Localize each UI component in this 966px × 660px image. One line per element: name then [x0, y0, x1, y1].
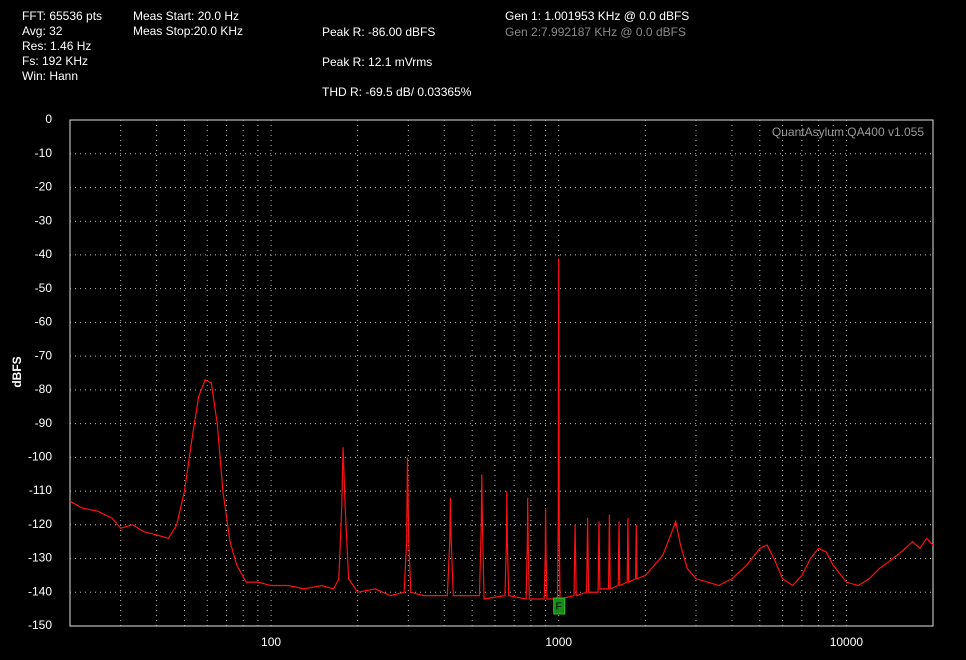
- y-tick-label: -80: [35, 382, 53, 396]
- generator-text: Gen 2:7.992187 KHz @ 0.0 dBFS: [505, 25, 686, 39]
- info-text: Meas Stop:20.0 KHz: [133, 24, 243, 38]
- info-text: FFT: 65536 pts: [22, 9, 102, 23]
- info-text: THD R: -69.5 dB/ 0.03365%: [322, 85, 472, 99]
- info-text: Res: 1.46 Hz: [22, 39, 91, 53]
- generator-text: Gen 1: 1.001953 KHz @ 0.0 dBFS: [505, 9, 689, 23]
- y-tick-label: -10: [35, 146, 53, 160]
- y-tick-label: -110: [29, 483, 52, 497]
- x-tick-label: 1000: [545, 635, 572, 649]
- watermark: QuantAsylum QA400 v1.055: [772, 125, 924, 139]
- y-tick-label: -130: [28, 551, 52, 565]
- y-tick-label: -140: [28, 584, 52, 598]
- y-tick-label: -100: [28, 450, 52, 464]
- info-text: Meas Start: 20.0 Hz: [133, 9, 239, 23]
- y-tick-label: -40: [35, 247, 53, 261]
- info-text: Fs: 192 KHz: [22, 54, 88, 68]
- y-tick-label: -120: [28, 517, 52, 531]
- y-tick-label: -20: [35, 180, 53, 194]
- y-tick-label: 0: [45, 112, 52, 126]
- y-tick-label: -60: [35, 315, 53, 329]
- plot-border: [69, 119, 934, 627]
- info-text: Peak R: 12.1 mVrms: [322, 55, 432, 69]
- x-tick-label: 100: [261, 635, 281, 649]
- info-text: Win: Hann: [22, 69, 78, 83]
- y-tick-label: -70: [35, 348, 53, 362]
- x-tick-label: 10000: [830, 635, 864, 649]
- y-tick-label: -30: [35, 213, 53, 227]
- info-text: Avg: 32: [22, 24, 63, 38]
- y-tick-label: -50: [35, 281, 53, 295]
- spectrum-line: [69, 258, 934, 600]
- y-tick-label: -90: [35, 416, 53, 430]
- info-text: Peak R: -86.00 dBFS: [322, 25, 435, 39]
- marker: [553, 597, 566, 615]
- marker-label: F: [556, 602, 562, 613]
- y-axis-label: dBFS: [10, 356, 24, 387]
- y-tick-label: -150: [28, 618, 52, 632]
